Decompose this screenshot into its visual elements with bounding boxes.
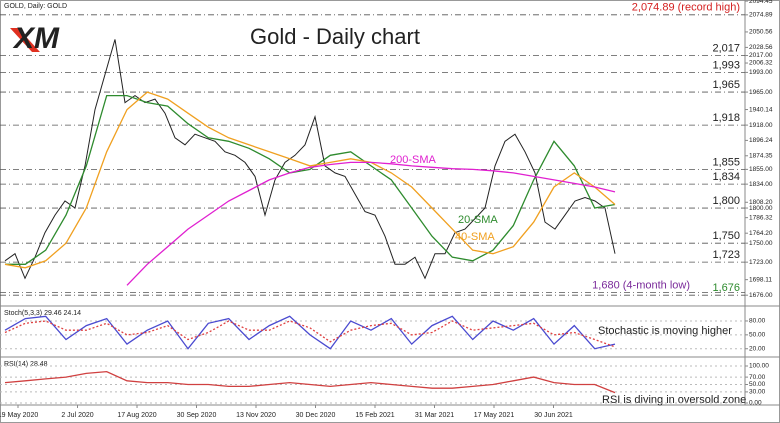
x-tick-label: 19 May 2020 <box>0 412 38 419</box>
level-label: 1,855 <box>712 156 740 168</box>
x-tick-label: 30 Sep 2020 <box>177 412 217 419</box>
y-tick-label: 1764.20 <box>749 230 773 237</box>
y-tick-label: 1676.00 <box>749 292 773 299</box>
level-label: 1,993 <box>712 59 740 71</box>
x-tick-label: 30 Dec 2020 <box>296 412 336 419</box>
symbol-header: GOLD, Daily: GOLD <box>4 3 67 10</box>
y-tick-label: 1993.00 <box>749 69 773 76</box>
x-tick-label: 2 Jul 2020 <box>61 412 93 419</box>
level-label: 1,834 <box>712 171 740 183</box>
y-tick-label: 1855.00 <box>749 166 773 173</box>
y-tick-label: 20.00 <box>749 345 766 352</box>
annotation: RSI is diving in oversold zone <box>602 394 746 406</box>
y-tick-label: 50.00 <box>749 381 766 388</box>
series-line <box>4 320 616 348</box>
annotation: Stochastic is moving higher <box>598 325 732 337</box>
x-tick-label: 15 Feb 2021 <box>355 412 394 419</box>
x-tick-label: 30 Jun 2021 <box>534 412 573 419</box>
y-tick-label: 1896.24 <box>749 137 773 144</box>
y-tick-label: 2028.56 <box>749 44 773 51</box>
level-label: 2,074.89 (record high) <box>632 2 740 14</box>
y-tick-label: 1834.00 <box>749 181 773 188</box>
y-tick-label: 1723.00 <box>749 259 773 266</box>
level-label: 2,017 <box>712 42 740 54</box>
y-tick-label: 50.00 <box>749 332 766 339</box>
y-tick-label: 1698.11 <box>749 276 772 283</box>
series-label: 20-SMA <box>458 214 498 226</box>
y-tick-label: 2074.89 <box>749 12 773 19</box>
logo: XM <box>12 22 60 55</box>
level-label: 1,680 (4-month low) <box>592 279 690 291</box>
level-label: 1,750 <box>712 230 740 242</box>
stoch-header: Stoch(5,3,3) 29.46 24.14 <box>4 310 81 317</box>
y-tick-label: 2017.00 <box>749 52 773 59</box>
level-label: 1,676 <box>712 282 740 294</box>
y-tick-label: 2094.45 <box>749 0 773 5</box>
level-label: 1,800 <box>712 195 740 207</box>
y-tick-label: 2050.56 <box>749 29 773 36</box>
y-tick-label: 30.00 <box>749 389 766 396</box>
y-tick-label: 1786.32 <box>749 214 773 221</box>
y-tick-label: 1940.14 <box>749 106 773 113</box>
series-line <box>4 315 616 350</box>
logo-stroke <box>10 28 40 52</box>
level-label: 1,918 <box>712 112 740 124</box>
y-tick-label: 1800.00 <box>749 205 773 212</box>
x-tick-label: 13 Nov 2020 <box>236 412 276 419</box>
series-line <box>4 91 616 269</box>
x-tick-label: 17 Aug 2020 <box>117 412 156 419</box>
level-label: 1,965 <box>712 79 740 91</box>
x-tick-label: 17 May 2021 <box>474 412 515 419</box>
y-tick-label: 2006.32 <box>749 60 773 67</box>
y-tick-label: 1808.20 <box>749 199 773 206</box>
series-line <box>126 161 616 286</box>
y-tick-label: 100.00 <box>749 363 769 370</box>
y-tick-label: 70.00 <box>749 374 766 381</box>
series-line <box>4 370 616 394</box>
y-tick-label: 1874.35 <box>749 153 773 160</box>
rsi-header: RSI(14) 28.48 <box>4 361 48 368</box>
y-tick-label: 80.00 <box>749 318 766 325</box>
level-label: 1,723 <box>712 249 740 261</box>
chart-title: Gold - Daily chart <box>250 24 420 49</box>
series-line <box>4 39 616 280</box>
y-tick-label: 1918.00 <box>749 122 773 129</box>
y-tick-label: 1750.00 <box>749 240 773 247</box>
x-tick-label: 31 Mar 2021 <box>415 412 454 419</box>
series-line <box>5 94 616 265</box>
y-tick-label: 0.00 <box>749 400 762 407</box>
series-label: 200-SMA <box>390 154 437 166</box>
series-label: 40-SMA <box>455 231 495 243</box>
y-tick-label: 1965.00 <box>749 89 773 96</box>
